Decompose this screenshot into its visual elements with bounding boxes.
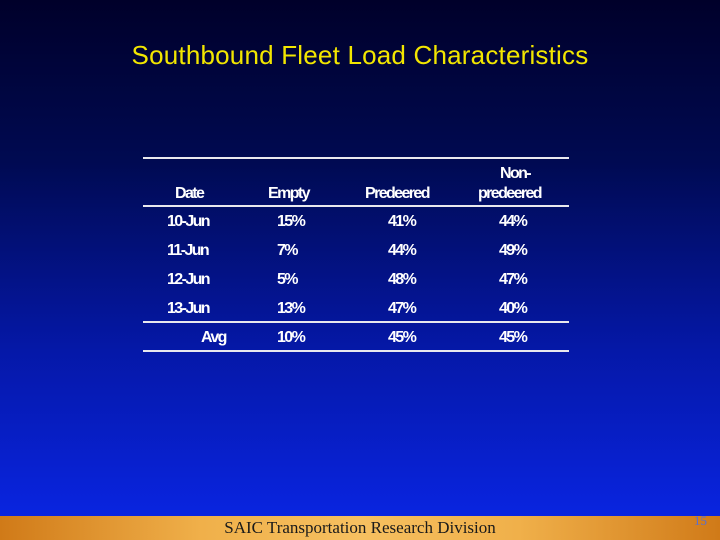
avg-empty: 10%	[277, 329, 306, 346]
row-non-predeered: 40%	[499, 300, 528, 317]
header-non-line1: Non-	[500, 165, 532, 182]
row-empty: 7%	[277, 242, 299, 259]
row-predeered: 48%	[388, 271, 417, 288]
row-predeered: 41%	[388, 213, 417, 230]
row-non-predeered: 47%	[499, 271, 528, 288]
row-non-predeered: 49%	[499, 242, 528, 259]
header-date: Date	[175, 185, 205, 202]
row-empty: 15%	[277, 213, 306, 230]
header-empty: Empty	[268, 185, 311, 202]
row-date: 13-Jun	[167, 300, 211, 317]
row-predeered: 44%	[388, 242, 417, 259]
header-predeered: Predeered	[365, 185, 430, 202]
footer-bar: SAIC Transportation Research Division	[0, 516, 720, 540]
row-date: 10-Jun	[167, 213, 211, 230]
row-empty: 13%	[277, 300, 306, 317]
row-date: 12-Jun	[167, 271, 211, 288]
row-empty: 5%	[277, 271, 299, 288]
table-avg-rule	[143, 321, 569, 323]
table-top-rule	[143, 157, 569, 159]
table-header-rule	[143, 205, 569, 207]
footer-text: SAIC Transportation Research Division	[224, 518, 496, 537]
row-predeered: 47%	[388, 300, 417, 317]
row-date: 11-Jun	[167, 242, 210, 259]
avg-predeered: 45%	[388, 329, 417, 346]
avg-non-predeered: 45%	[499, 329, 528, 346]
row-non-predeered: 44%	[499, 213, 528, 230]
avg-label: Avg	[201, 329, 227, 346]
page-number: 15	[694, 513, 707, 528]
load-characteristics-table: Date Empty Predeered Non- predeered 10-J…	[143, 157, 569, 353]
slide-title: Southbound Fleet Load Characteristics	[131, 40, 589, 70]
table-bottom-rule	[143, 350, 569, 352]
header-non-line2: predeered	[478, 185, 543, 202]
